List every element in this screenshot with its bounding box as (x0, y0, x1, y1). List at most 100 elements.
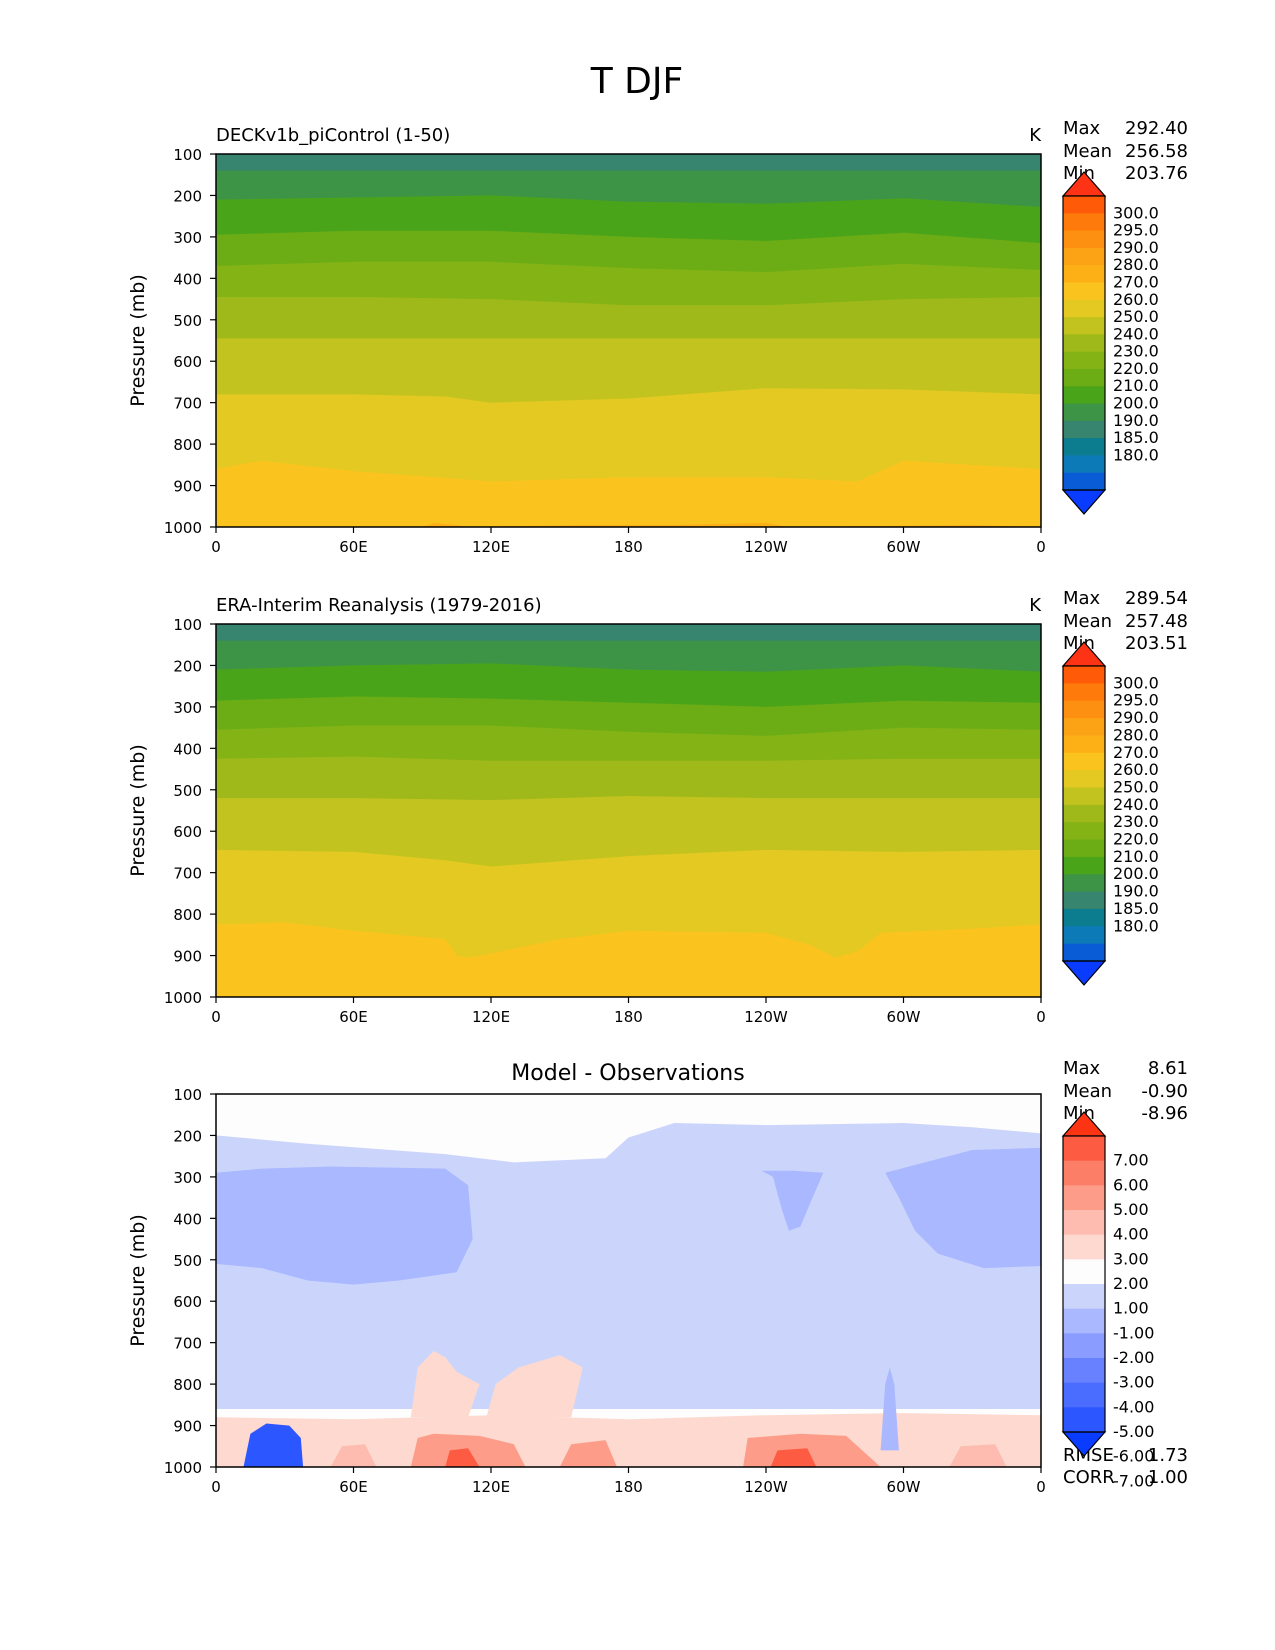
y-axis-label: Pressure (mb) (127, 274, 149, 407)
colorbar-swatch (1063, 299, 1105, 318)
colorbar-swatch (1063, 230, 1105, 249)
stat-value: 292.40 (1125, 118, 1188, 139)
y-tick-label: 500 (173, 1252, 202, 1270)
y-tick-label: 800 (173, 906, 202, 924)
units-label: K (1029, 595, 1042, 616)
y-tick-label: 1000 (164, 1459, 202, 1477)
colorbar-extend-min (1061, 960, 1107, 986)
colorbar-tick-label: 240.0 (1113, 795, 1159, 814)
panel-model: DECKv1b_piControl (1-50) K Max 292.40 Me… (127, 118, 1188, 556)
colorbar-swatch (1063, 822, 1105, 841)
colorbar-extend-min (1061, 489, 1107, 515)
stat-value: 289.54 (1125, 588, 1188, 609)
contour-band (216, 922, 1041, 997)
colorbar-tick-label: 230.0 (1113, 812, 1159, 831)
error-stats-block: RMSE 1.73 CORR 1.00 (1063, 1445, 1188, 1488)
panel-title: DECKv1b_piControl (1-50) (216, 125, 450, 146)
colorbar-tick-label: 210.0 (1113, 847, 1159, 866)
x-tick-label: 120E (472, 1008, 510, 1026)
colorbar-swatch (1063, 1160, 1105, 1186)
colorbar-tick-label: 6.00 (1113, 1175, 1149, 1194)
colorbar-tick-label: 250.0 (1113, 777, 1159, 796)
y-tick-label: 200 (173, 187, 202, 205)
x-tick-label: 120W (744, 538, 788, 556)
y-tick-label: 600 (173, 1293, 202, 1311)
y-tick-label: 400 (173, 270, 202, 288)
stat-label: Max (1063, 118, 1101, 139)
x-tick-label: 60W (887, 1008, 921, 1026)
colorbar-tick-label: 2.00 (1113, 1274, 1149, 1293)
colorbar-tick-label: -2.00 (1113, 1348, 1154, 1367)
contour-region (761, 1170, 824, 1231)
colorbar-frame (1062, 1135, 1106, 1433)
colorbar-tick-label: 280.0 (1113, 725, 1159, 744)
x-tick-label: 0 (1036, 538, 1046, 556)
colorbar-tick-label: 180.0 (1113, 445, 1159, 464)
colorbar-frame (1062, 665, 1106, 962)
stat-label: Max (1063, 588, 1101, 609)
colorbar-swatch (1063, 1136, 1105, 1162)
y-tick-label: 700 (173, 395, 202, 413)
x-tick-label: 60W (887, 1478, 921, 1496)
colorbar-tick-label: 270.0 (1113, 272, 1159, 291)
colorbar-tick-label: 260.0 (1113, 760, 1159, 779)
colorbar-swatch (1063, 666, 1105, 684)
y-tick-label: 1000 (164, 989, 202, 1007)
stat-value: 203.76 (1125, 163, 1188, 184)
contour-region (885, 1147, 1041, 1269)
y-tick-label: 700 (173, 1335, 202, 1353)
colorbar-swatch (1063, 856, 1105, 875)
colorbar: 300.0295.0290.0280.0270.0260.0250.0240.0… (1061, 641, 1159, 986)
contour-region (330, 1444, 377, 1467)
colorbar-tick-label: 1.00 (1113, 1299, 1149, 1318)
colorbar-swatch (1063, 334, 1105, 353)
colorbar-swatch (1063, 386, 1105, 405)
stat-value: 1.73 (1148, 1445, 1188, 1466)
contour-band (216, 460, 1041, 527)
colorbar-swatch (1063, 752, 1105, 771)
colorbar-tick-label: -1.00 (1113, 1323, 1154, 1342)
y-tick-label: 100 (173, 616, 202, 634)
colorbar-tick-label: 200.0 (1113, 394, 1159, 413)
contour-region (216, 1166, 473, 1285)
stat-label: Mean (1063, 1081, 1112, 1102)
colorbar-swatch (1063, 804, 1105, 823)
colorbar-swatch (1063, 1259, 1105, 1285)
colorbar: 300.0295.0290.0280.0270.0260.0250.0240.0… (1061, 171, 1159, 515)
colorbar-tick-label: 240.0 (1113, 324, 1159, 343)
y-tick-label: 900 (173, 1418, 202, 1436)
stat-label: CORR (1063, 1467, 1115, 1488)
colorbar-tick-label: 290.0 (1113, 238, 1159, 257)
contour-plot: 100 200 300 400 500 600 700 800 900 1000 0 60E 120E 1… (127, 616, 1046, 1026)
colorbar-swatch (1063, 1210, 1105, 1236)
x-tick-label: 0 (1036, 1008, 1046, 1026)
y-tick-label: 300 (173, 229, 202, 247)
colorbar-swatch (1063, 455, 1105, 474)
contour-region (770, 1448, 817, 1467)
colorbar-tick-label: 190.0 (1113, 411, 1159, 430)
colorbar-swatch (1063, 403, 1105, 422)
colorbar-swatch (1063, 420, 1105, 439)
colorbar-tick-label: 300.0 (1113, 203, 1159, 222)
y-tick-label: 300 (173, 699, 202, 717)
colorbar-tick-label: 185.0 (1113, 899, 1159, 918)
colorbar-tick-label: 290.0 (1113, 708, 1159, 727)
stat-label: Mean (1063, 141, 1112, 162)
colorbar-swatch (1063, 700, 1105, 719)
x-tick-label: 120W (744, 1008, 788, 1026)
colorbar-swatch (1063, 265, 1105, 283)
x-tick-label: 60E (339, 538, 368, 556)
colorbar-swatch (1063, 438, 1105, 456)
colorbar-tick-label: 7.00 (1113, 1151, 1149, 1170)
panel-observations: ERA-Interim Reanalysis (1979-2016) K Max… (127, 588, 1188, 1026)
stat-value: 8.61 (1148, 1058, 1188, 1079)
colorbar-tick-label: 300.0 (1113, 673, 1159, 692)
figure-title: T DJF (590, 61, 683, 102)
colorbar-swatch (1063, 683, 1105, 702)
contour-region (243, 1423, 304, 1467)
colorbar-swatch (1063, 317, 1105, 335)
stat-label: RMSE (1063, 1445, 1114, 1466)
y-tick-label: 500 (173, 782, 202, 800)
contour-region (559, 1440, 617, 1467)
x-tick-label: 0 (211, 1008, 221, 1026)
